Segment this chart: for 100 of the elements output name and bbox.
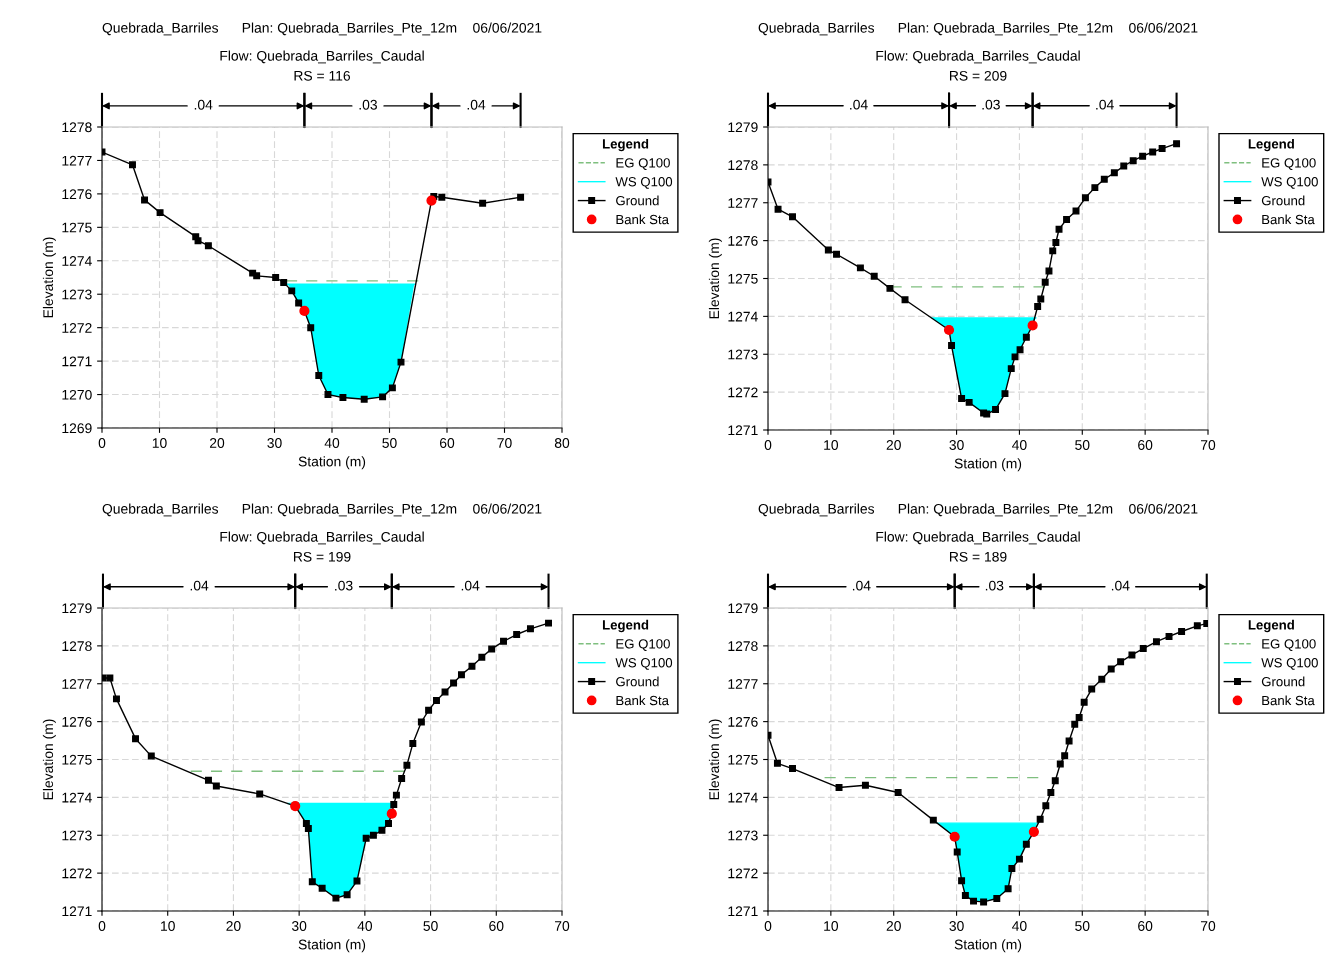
legend-label: Bank Sta — [616, 214, 669, 225]
x-tick-label: 50 — [1075, 440, 1090, 450]
x-tick-label: 20 — [886, 921, 901, 931]
x-tick-label: 40 — [1012, 440, 1027, 450]
legend-label: Bank Sta — [1262, 695, 1315, 706]
legend-title: Legend — [602, 138, 649, 152]
y-tick-label: 1273 — [62, 289, 92, 300]
y-tick-label: 1271 — [728, 425, 758, 436]
legend-label: EG Q100 — [1262, 639, 1316, 651]
y-tick-label: 1276 — [728, 235, 758, 246]
x-tick-label: 70 — [554, 921, 570, 931]
x-tick-label: 20 — [226, 921, 241, 931]
y-tick-label: 1275 — [62, 222, 92, 233]
legend-label: Ground — [616, 676, 659, 687]
y-tick-label: 1273 — [728, 830, 758, 841]
chart-title: Quebrada_Barriles Plan: Quebrada_Barriles_Pte_12m 06/06/2021 — [758, 22, 1198, 36]
text: .04 — [194, 99, 213, 110]
y-tick-label: 1278 — [62, 641, 92, 652]
chart-title: Quebrada_Barriles Plan: Quebrada_Barriles_Pte_12m 06/06/2021 — [102, 503, 542, 517]
x-tick-label: 10 — [152, 438, 167, 448]
y-tick-label: 1271 — [62, 906, 92, 917]
y-tick-label: 1274 — [728, 792, 758, 803]
x-tick-label: 70 — [1200, 440, 1216, 450]
chart-subtitle: Flow: Quebrada_Barriles_Caudal RS = 189 — [876, 531, 1080, 562]
x-tick-label: 0 — [98, 921, 106, 931]
legend-label: EG Q100 — [616, 639, 670, 651]
y-tick-label: 1277 — [62, 155, 92, 166]
x-tick-label: 10 — [824, 440, 839, 450]
y-tick-label: 1274 — [728, 311, 758, 322]
x-tick-label: 30 — [291, 921, 307, 931]
y-axis-title: Elevation (m) — [708, 238, 722, 319]
legend-label: Bank Sta — [1262, 214, 1315, 225]
legend-label: Ground — [1261, 676, 1305, 687]
legend-label: WS Q100 — [615, 658, 673, 670]
legend-label: WS Q100 — [1261, 658, 1318, 670]
x-tick-label: 0 — [764, 440, 772, 450]
chart-subtitle: Flow: Quebrada_Barriles_Caudal RS = 209 — [876, 50, 1080, 81]
y-tick-label: 1278 — [62, 122, 92, 133]
y-tick-label: 1274 — [62, 256, 92, 266]
legend-title: Legend — [1248, 619, 1294, 633]
y-tick-label: 1278 — [728, 641, 758, 652]
x-tick-label: 10 — [824, 921, 839, 931]
text: .04 — [850, 99, 868, 110]
y-tick-label: 1278 — [728, 160, 758, 171]
x-tick-label: 40 — [1012, 921, 1027, 931]
y-tick-label: 1276 — [62, 189, 92, 200]
y-tick-label: 1272 — [62, 323, 92, 333]
y-tick-label: 1279 — [62, 603, 92, 614]
y-tick-label: 1277 — [62, 679, 92, 689]
x-tick-label: 0 — [98, 438, 106, 448]
x-tick-label: 40 — [357, 921, 373, 931]
y-tick-label: 1273 — [62, 830, 92, 841]
x-axis-title: Station (m) — [298, 456, 366, 470]
y-tick-label: 1271 — [62, 356, 92, 367]
x-tick-label: 50 — [1075, 921, 1090, 931]
legend-title: Legend — [1248, 138, 1294, 152]
y-tick-label: 1274 — [62, 792, 92, 803]
text: .04 — [852, 580, 871, 591]
chart-subtitle: Flow: Quebrada_Barriles_Caudal RS = 116 — [220, 50, 424, 81]
x-tick-label: 70 — [497, 438, 512, 448]
x-tick-label: 80 — [554, 438, 570, 448]
y-tick-label: 1275 — [62, 754, 92, 765]
legend-label: EG Q100 — [1262, 158, 1316, 170]
x-tick-label: 40 — [324, 438, 340, 448]
text: .04 — [467, 99, 486, 110]
legend-label: Ground — [616, 195, 659, 206]
legend-label: WS Q100 — [1261, 177, 1318, 189]
text: .03 — [982, 99, 1000, 110]
x-tick-label: 30 — [949, 440, 964, 450]
text: .04 — [461, 580, 480, 591]
x-axis-title: Station (m) — [954, 939, 1022, 953]
legend-label: EG Q100 — [616, 158, 670, 170]
y-tick-label: 1275 — [728, 754, 758, 765]
text: .03 — [359, 99, 377, 110]
y-tick-label: 1277 — [728, 198, 758, 208]
legend-label: Bank Sta — [616, 695, 669, 706]
y-tick-label: 1277 — [728, 679, 758, 689]
legend-label: WS Q100 — [615, 177, 673, 189]
y-tick-label: 1272 — [728, 868, 758, 879]
y-tick-label: 1272 — [728, 387, 758, 398]
x-axis-title: Station (m) — [298, 939, 366, 953]
y-tick-label: 1276 — [62, 716, 92, 727]
chart-subtitle: Flow: Quebrada_Barriles_Caudal RS = 199 — [220, 531, 424, 562]
x-tick-label: 60 — [439, 438, 455, 448]
chart-title: Quebrada_Barriles Plan: Quebrada_Barriles_Pte_12m 06/06/2021 — [102, 22, 542, 36]
y-tick-label: 1279 — [728, 122, 758, 133]
x-tick-label: 60 — [1138, 440, 1153, 450]
x-tick-label: 20 — [886, 440, 901, 450]
text: .03 — [335, 580, 353, 591]
x-tick-label: 50 — [423, 921, 438, 931]
x-tick-label: 30 — [949, 921, 964, 931]
y-tick-label: 1276 — [728, 716, 758, 727]
legend-label: Ground — [1261, 195, 1305, 206]
y-tick-label: 1275 — [728, 273, 758, 284]
legend-title: Legend — [602, 619, 649, 633]
y-tick-label: 1269 — [62, 423, 92, 434]
y-axis-title: Elevation (m) — [42, 719, 56, 800]
x-tick-label: 70 — [1200, 921, 1216, 931]
x-tick-label: 50 — [382, 438, 397, 448]
y-tick-label: 1270 — [62, 389, 92, 400]
